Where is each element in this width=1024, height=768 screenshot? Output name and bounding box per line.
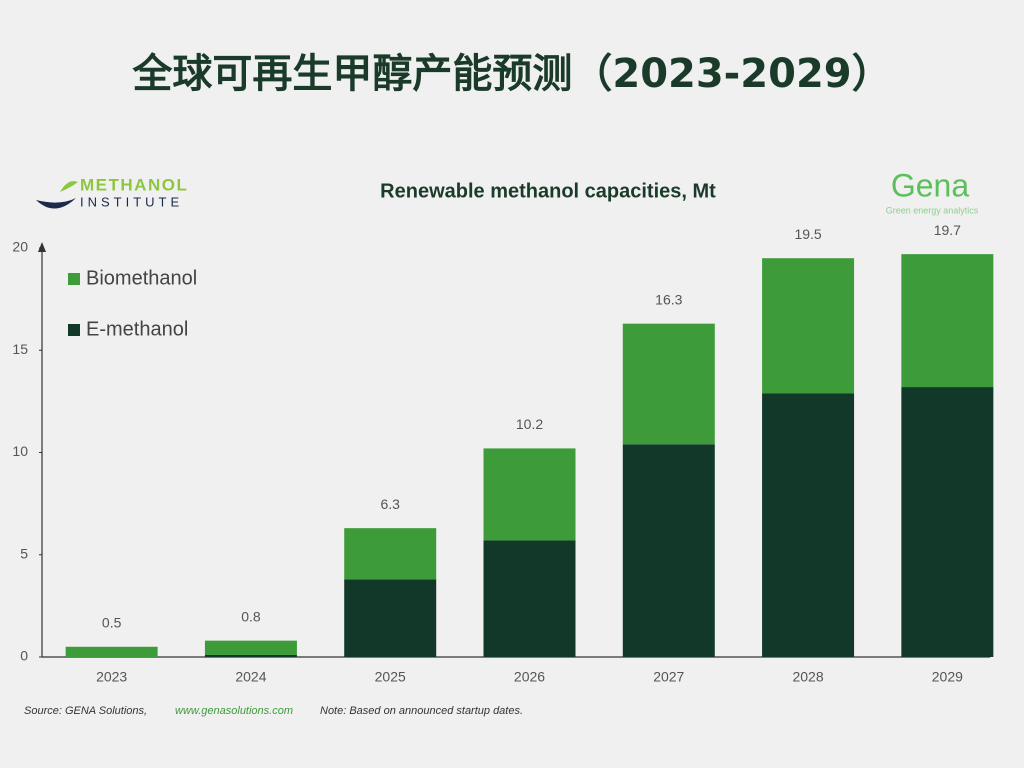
x-tick-label: 2026 (514, 669, 545, 685)
legend-swatch (68, 273, 80, 285)
gena-logo: Gena (891, 167, 969, 203)
x-tick-label: 2027 (653, 669, 684, 685)
bar-segment (344, 528, 437, 580)
bar-segment (901, 387, 994, 657)
legend-label: Biomethanol (86, 267, 197, 289)
y-axis-arrow (38, 242, 46, 252)
x-tick-label: 2023 (96, 669, 127, 685)
source-note: Note: Based on announced startup dates. (320, 705, 523, 717)
bar-segment (622, 323, 715, 445)
y-tick-label: 15 (12, 341, 28, 357)
methanol-logo: METHANOL INSTITUTE (36, 175, 188, 209)
chart-title: Renewable methanol capacities, Mt (380, 180, 716, 202)
x-tick-label: 2024 (235, 669, 266, 685)
total-label: 6.3 (380, 496, 400, 512)
y-tick-label: 10 (12, 443, 28, 459)
total-label: 19.5 (794, 226, 821, 242)
logo-swoosh (36, 198, 76, 209)
y-tick-label: 5 (20, 545, 28, 561)
bar-segment (65, 646, 158, 657)
total-label: 0.5 (102, 614, 122, 630)
y-tick-label: 0 (20, 648, 28, 664)
total-label: 16.3 (655, 291, 682, 307)
logo-text: INSTITUTE (80, 194, 183, 209)
logo-leaf (60, 181, 78, 192)
source-label: Source: GENA Solutions, (24, 705, 147, 717)
total-label: 19.7 (934, 222, 961, 238)
total-label: 10.2 (516, 416, 543, 432)
page-title: 全球可再生甲醇产能预测（2023-2029） (131, 51, 891, 97)
x-tick-label: 2028 (792, 669, 823, 685)
bar-segment (762, 258, 855, 394)
bar-segment (204, 640, 297, 655)
bar-segment (204, 654, 297, 657)
bar-segment (901, 254, 994, 388)
bar-segment (344, 579, 437, 657)
total-label: 0.8 (241, 608, 261, 624)
x-tick-label: 2029 (932, 669, 963, 685)
gena-tagline: Green energy analytics (886, 205, 979, 215)
y-tick-label: 20 (12, 239, 28, 255)
bar-segment (483, 448, 576, 541)
bar-segment (762, 393, 855, 657)
x-tick-label: 2025 (375, 669, 406, 685)
legend-label: E-methanol (86, 318, 188, 340)
bar-segment (622, 444, 715, 657)
bar-segment (483, 540, 576, 657)
source-url: www.genasolutions.com (175, 705, 293, 717)
logo-text: METHANOL (80, 175, 188, 194)
legend-swatch (68, 324, 80, 336)
